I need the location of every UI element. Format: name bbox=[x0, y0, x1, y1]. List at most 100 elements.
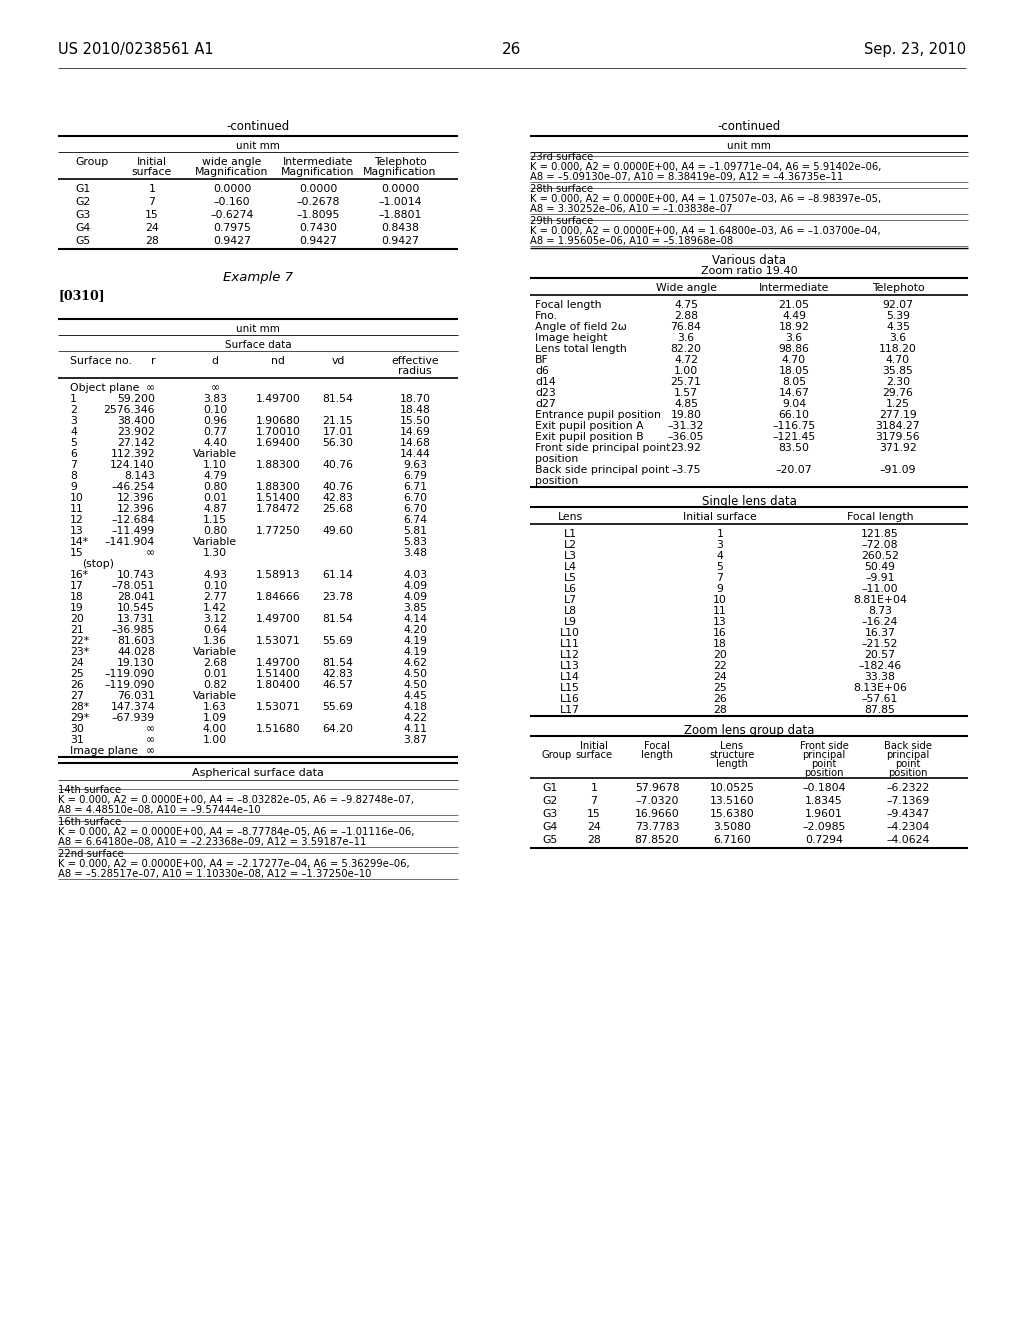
Text: 1.9601: 1.9601 bbox=[805, 809, 843, 818]
Text: K = 0.000, A2 = 0.0000E+00, A4 = –2.17277e–04, A6 = 5.36299e–06,: K = 0.000, A2 = 0.0000E+00, A4 = –2.1727… bbox=[58, 859, 410, 869]
Text: 2.30: 2.30 bbox=[886, 378, 910, 387]
Text: 25.71: 25.71 bbox=[671, 378, 701, 387]
Text: 10: 10 bbox=[70, 492, 84, 503]
Text: 1.49700: 1.49700 bbox=[256, 393, 300, 404]
Text: –119.090: –119.090 bbox=[104, 669, 155, 678]
Text: 9.04: 9.04 bbox=[782, 399, 806, 409]
Text: 22nd surface: 22nd surface bbox=[58, 849, 124, 859]
Text: ∞: ∞ bbox=[146, 746, 155, 756]
Text: Entrance pupil position: Entrance pupil position bbox=[535, 411, 660, 420]
Text: 4.93: 4.93 bbox=[203, 570, 227, 579]
Text: 1.80400: 1.80400 bbox=[256, 680, 300, 690]
Text: 22: 22 bbox=[713, 661, 727, 671]
Text: L13: L13 bbox=[560, 661, 580, 671]
Text: 26: 26 bbox=[713, 694, 727, 704]
Text: L2: L2 bbox=[563, 540, 577, 550]
Text: 4.11: 4.11 bbox=[403, 723, 427, 734]
Text: 1.53071: 1.53071 bbox=[256, 636, 300, 645]
Text: point: point bbox=[811, 759, 837, 770]
Text: 25.68: 25.68 bbox=[323, 504, 353, 513]
Text: 14.68: 14.68 bbox=[399, 438, 430, 447]
Text: Focal: Focal bbox=[644, 741, 670, 751]
Text: L11: L11 bbox=[560, 639, 580, 649]
Text: 15.6380: 15.6380 bbox=[710, 809, 755, 818]
Text: [0310]: [0310] bbox=[58, 289, 104, 302]
Text: wide angle: wide angle bbox=[203, 157, 262, 168]
Text: Variable: Variable bbox=[193, 690, 238, 701]
Text: 0.9427: 0.9427 bbox=[381, 236, 419, 246]
Text: 20.57: 20.57 bbox=[864, 649, 896, 660]
Text: 76.84: 76.84 bbox=[671, 322, 701, 333]
Text: L9: L9 bbox=[563, 616, 577, 627]
Text: G4: G4 bbox=[75, 223, 90, 234]
Text: 40.76: 40.76 bbox=[323, 482, 353, 492]
Text: Front side principal point: Front side principal point bbox=[535, 444, 671, 453]
Text: Image plane: Image plane bbox=[70, 746, 138, 756]
Text: –141.904: –141.904 bbox=[104, 537, 155, 546]
Text: Lens: Lens bbox=[557, 512, 583, 521]
Text: G3: G3 bbox=[75, 210, 90, 220]
Text: Initial: Initial bbox=[137, 157, 167, 168]
Text: 13: 13 bbox=[713, 616, 727, 627]
Text: 4: 4 bbox=[717, 550, 723, 561]
Text: 1.51400: 1.51400 bbox=[256, 669, 300, 678]
Text: 29th surface: 29th surface bbox=[530, 216, 593, 226]
Text: -continued: -continued bbox=[718, 120, 780, 133]
Text: 28: 28 bbox=[713, 705, 727, 715]
Text: 7: 7 bbox=[70, 459, 77, 470]
Text: 7: 7 bbox=[591, 796, 597, 807]
Text: 44.028: 44.028 bbox=[117, 647, 155, 657]
Text: 1: 1 bbox=[717, 529, 723, 539]
Text: –9.4347: –9.4347 bbox=[887, 809, 930, 818]
Text: nd: nd bbox=[271, 356, 285, 366]
Text: ∞: ∞ bbox=[146, 723, 155, 734]
Text: –0.6274: –0.6274 bbox=[210, 210, 254, 220]
Text: –116.75: –116.75 bbox=[772, 421, 816, 432]
Text: 3.83: 3.83 bbox=[203, 393, 227, 404]
Text: 22*: 22* bbox=[70, 636, 89, 645]
Text: –119.090: –119.090 bbox=[104, 680, 155, 690]
Text: position: position bbox=[888, 768, 928, 777]
Text: Exit pupil position A: Exit pupil position A bbox=[535, 421, 644, 432]
Text: 1.58913: 1.58913 bbox=[256, 570, 300, 579]
Text: 0.0000: 0.0000 bbox=[299, 183, 337, 194]
Text: 11: 11 bbox=[70, 504, 84, 513]
Text: L6: L6 bbox=[563, 583, 577, 594]
Text: 0.96: 0.96 bbox=[203, 416, 227, 426]
Text: 23.902: 23.902 bbox=[117, 426, 155, 437]
Text: Zoom lens group data: Zoom lens group data bbox=[684, 723, 814, 737]
Text: 1.51680: 1.51680 bbox=[256, 723, 300, 734]
Text: 1.00: 1.00 bbox=[203, 735, 227, 744]
Text: 38.400: 38.400 bbox=[117, 416, 155, 426]
Text: 4.18: 4.18 bbox=[403, 702, 427, 711]
Text: 8.143: 8.143 bbox=[124, 471, 155, 480]
Text: 24: 24 bbox=[145, 223, 159, 234]
Text: 17: 17 bbox=[70, 581, 84, 591]
Text: 3: 3 bbox=[70, 416, 77, 426]
Text: 1.09: 1.09 bbox=[203, 713, 227, 723]
Text: 4.19: 4.19 bbox=[403, 647, 427, 657]
Text: A8 = 3.30252e–06, A10 = –1.03838e–07: A8 = 3.30252e–06, A10 = –1.03838e–07 bbox=[530, 205, 732, 214]
Text: 30: 30 bbox=[70, 723, 84, 734]
Text: 28.041: 28.041 bbox=[117, 591, 155, 602]
Text: 18: 18 bbox=[70, 591, 84, 602]
Text: Lens total length: Lens total length bbox=[535, 345, 627, 354]
Text: 49.60: 49.60 bbox=[323, 525, 353, 536]
Text: K = 0.000, A2 = 0.0000E+00, A4 = 1.07507e–03, A6 = –8.98397e–05,: K = 0.000, A2 = 0.0000E+00, A4 = 1.07507… bbox=[530, 194, 881, 205]
Text: 73.7783: 73.7783 bbox=[635, 822, 679, 832]
Text: 112.392: 112.392 bbox=[111, 449, 155, 459]
Text: 0.01: 0.01 bbox=[203, 492, 227, 503]
Text: 15: 15 bbox=[587, 809, 601, 818]
Text: –72.08: –72.08 bbox=[862, 540, 898, 550]
Text: 16th surface: 16th surface bbox=[58, 817, 121, 828]
Text: –36.985: –36.985 bbox=[112, 624, 155, 635]
Text: 7: 7 bbox=[148, 197, 156, 207]
Text: 76.031: 76.031 bbox=[117, 690, 155, 701]
Text: length: length bbox=[641, 750, 673, 760]
Text: 56.30: 56.30 bbox=[323, 438, 353, 447]
Text: 81.54: 81.54 bbox=[323, 393, 353, 404]
Text: K = 0.000, A2 = 0.0000E+00, A4 = –8.77784e–05, A6 = –1.01116e–06,: K = 0.000, A2 = 0.0000E+00, A4 = –8.7778… bbox=[58, 828, 415, 837]
Text: structure: structure bbox=[710, 750, 755, 760]
Text: –121.45: –121.45 bbox=[772, 432, 816, 442]
Text: 11: 11 bbox=[713, 606, 727, 616]
